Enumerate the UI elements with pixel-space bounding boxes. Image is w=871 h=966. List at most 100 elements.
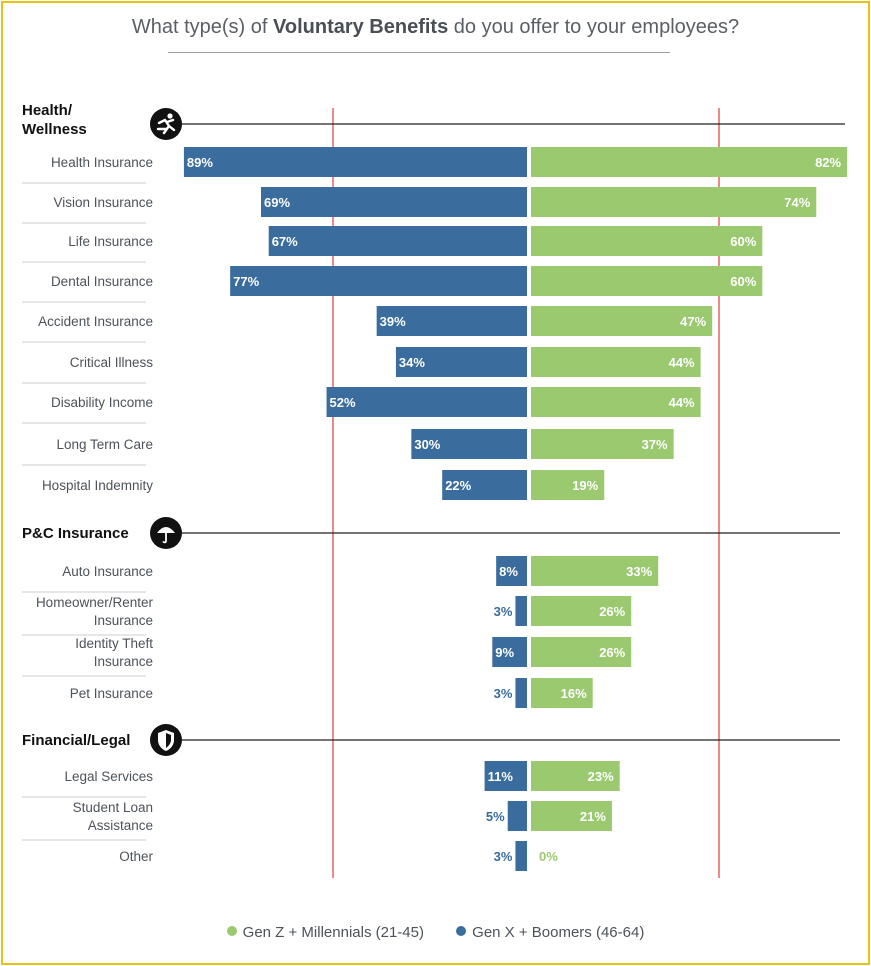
bar-genz [531,347,701,377]
bar-genz [531,678,593,708]
section-title: Wellness [22,121,87,138]
bar-genx [268,226,527,256]
bar-genx [492,637,527,667]
bar-genz [531,147,848,177]
data-label-genz: 47% [680,314,706,329]
bar-genz [531,556,659,586]
data-label-genz: 0% [539,849,558,864]
legend-label-genz: Gen Z + Millennials (21-45) [242,924,424,941]
bar-genz [531,637,632,667]
legend-label-genx: Gen X + Boomers (46-64) [472,924,645,941]
section-title: Financial/Legal [22,732,130,749]
bar-genx [515,678,527,708]
data-label-genx: 22% [445,478,471,493]
row-label: Health Insurance [51,155,153,170]
bar-genz [531,429,674,459]
bar-genz [531,266,763,296]
data-label-genx: 3% [494,604,513,619]
bar-genx [326,387,527,417]
legend-swatch-genx [456,926,467,936]
data-label-genz: 74% [784,195,810,210]
data-label-genz: 44% [669,355,695,370]
data-label-genx: 39% [380,314,406,329]
row-label: Pet Insurance [70,686,153,701]
data-label-genx: 3% [494,849,513,864]
bar-genx [261,187,527,217]
bar-genz [531,761,620,791]
bar-genx [376,306,527,336]
row-label: Identity Theft [75,636,153,651]
bar-genx [395,347,527,377]
bar-genz [531,306,713,336]
data-label-genz: 60% [730,234,756,249]
data-label-genx: 30% [414,437,440,452]
data-label-genx: 69% [264,195,290,210]
data-label-genx: 67% [272,234,298,249]
bar-genx [183,147,527,177]
bar-genz [531,596,632,626]
row-label: Auto Insurance [62,564,153,579]
chart-title: What type(s) of Voluntary Benefits do yo… [0,16,871,39]
row-label: Homeowner/Renter [36,595,154,610]
umbrella-icon [150,517,182,549]
bar-genz [531,187,817,217]
row-label: Dental Insurance [51,274,153,289]
running-person-icon [150,108,182,140]
data-label-genx: 9% [495,645,514,660]
data-label-genx: 8% [499,564,518,579]
data-label-genz: 82% [815,155,841,170]
data-label-genz: 16% [561,686,587,701]
title-suffix: do you offer to your employees? [448,16,740,38]
bar-genz [531,801,612,831]
title-underline [168,52,670,53]
data-label-genz: 37% [642,437,668,452]
legend: Gen Z + Millennials (21-45) Gen X + Boom… [0,924,871,941]
bar-genx [515,841,527,871]
bar-genx [515,596,527,626]
bar-genx [496,556,527,586]
bar-genx [230,266,528,296]
bar-genz [531,470,605,500]
data-label-genx: 77% [233,274,259,289]
legend-item-genz: Gen Z + Millennials (21-45) [226,924,424,941]
data-label-genz: 33% [626,564,652,579]
data-label-genz: 60% [730,274,756,289]
shield-icon [150,724,182,756]
data-label-genx: 34% [399,355,425,370]
legend-swatch-genz [226,926,237,936]
data-label-genz: 26% [599,645,625,660]
data-label-genz: 26% [599,604,625,619]
legend-item-genx: Gen X + Boomers (46-64) [456,924,644,941]
section-title: P&C Insurance [22,525,129,542]
data-label-genx: 3% [494,686,513,701]
row-label: Life Insurance [68,234,153,249]
bar-genz [531,387,701,417]
title-prefix: What type(s) of [131,16,273,38]
data-label-genx: 52% [330,395,356,410]
row-label: Student Loan [73,800,153,815]
row-label: Critical Illness [70,355,154,370]
data-label-genz: 23% [588,769,614,784]
bar-genx [484,761,527,791]
row-label: Assistance [88,818,153,833]
data-label-genx: 89% [187,155,213,170]
row-label: Insurance [94,613,153,628]
bar-genx [411,429,527,459]
row-label: Vision Insurance [53,195,153,210]
title-bold: Voluntary Benefits [273,16,449,38]
bar-genx [442,470,527,500]
data-label-genz: 21% [580,809,606,824]
data-label-genx: 11% [488,769,514,784]
bar-genz [531,226,763,256]
row-label: Insurance [94,654,153,669]
row-label: Disability Income [51,395,153,410]
row-label: Long Term Care [56,437,153,452]
section-title: Health/ [22,102,73,119]
row-label: Other [119,849,153,864]
row-label: Legal Services [64,769,153,784]
data-label-genx: 5% [486,809,505,824]
bar-genx [507,801,527,831]
row-label: Accident Insurance [38,314,153,329]
